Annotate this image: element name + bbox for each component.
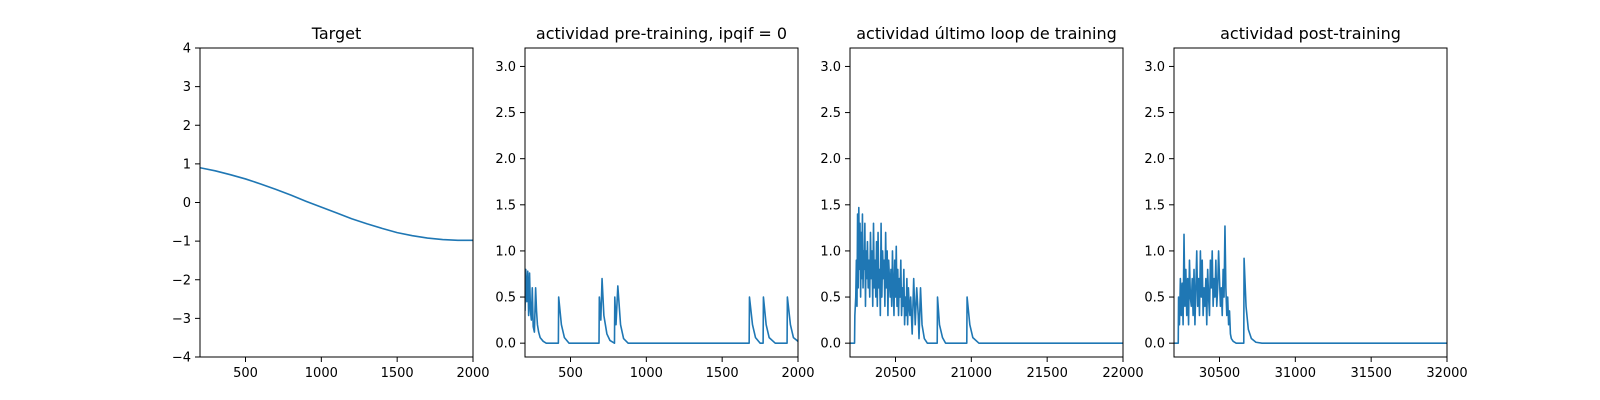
y-tick-label: 3.0 (495, 60, 516, 75)
y-tick-label: 2.0 (1144, 152, 1165, 167)
x-tick-label: 21000 (951, 366, 992, 381)
subplot-2: 500 1000 1500 2000 0.0 0.5 1.0 1.5 2.0 2.5 3.0 acti… (495, 24, 814, 381)
x-tick-label: 2000 (781, 366, 814, 381)
y-tick-label: 1 (183, 157, 191, 172)
series-line-4-1 (1174, 225, 1447, 344)
subplot-title: Target (311, 24, 362, 43)
series-line-1-1 (200, 166, 473, 242)
x-tick-label: 22000 (1102, 366, 1143, 381)
y-tick-label: 3.0 (1144, 60, 1165, 75)
subplot-4: 30500 31000 31500 32000 0.0 0.5 1.0 1.5 2.0 2.5 3.… (1144, 24, 1467, 381)
y-tick-label: 0 (183, 196, 191, 211)
x-tick-label: 21500 (1026, 366, 1067, 381)
y-tick-label: 0.0 (495, 337, 516, 352)
y-tick-label: 2.0 (495, 152, 516, 167)
y-tick-label: −1 (172, 235, 191, 250)
y-tick-label: −3 (172, 312, 191, 327)
y-tick-label: 1.5 (495, 198, 516, 213)
y-tick-label: 4 (183, 42, 191, 57)
x-tick-label: 30500 (1199, 366, 1240, 381)
y-tick-label: 2.5 (495, 106, 516, 121)
subplot-1: 500 1000 1500 2000 −4 −3 −2 −1 0 1 2 3 4 Target (172, 24, 490, 381)
y-tick-label: 0.0 (1144, 337, 1165, 352)
series-line-2-1 (525, 268, 798, 344)
subplot-title: actividad post-training (1220, 24, 1401, 43)
y-tick-label: 3.0 (820, 60, 841, 75)
subplot-title: actividad pre-training, ipqif = 0 (536, 24, 787, 43)
y-tick-label: 0.5 (820, 291, 841, 306)
subplot-3: 20500 21000 21500 22000 0.0 0.5 1.0 1.5 2.0 2.5 3.… (820, 24, 1143, 381)
x-tick-label: 2000 (456, 366, 489, 381)
axes-frame (849, 47, 1124, 358)
y-tick-label: 1.0 (495, 244, 516, 259)
x-tick-label: 32000 (1426, 366, 1467, 381)
subplot-title: actividad último loop de training (856, 24, 1117, 43)
x-tick-label: 500 (233, 366, 258, 381)
y-tick-label: 3 (183, 80, 191, 95)
axes-frame (1173, 47, 1448, 358)
y-tick-label: −2 (172, 273, 191, 288)
x-tick-label: 500 (558, 366, 583, 381)
x-tick-label: 31000 (1275, 366, 1316, 381)
y-tick-label: 1.0 (820, 244, 841, 259)
x-tick-label: 31500 (1350, 366, 1391, 381)
x-tick-label: 1000 (305, 366, 338, 381)
x-tick-label: 1000 (630, 366, 663, 381)
y-tick-label: 1.5 (820, 198, 841, 213)
subplots: 500 1000 1500 2000 −4 −3 −2 −1 0 1 2 3 4 Target 500 100… (172, 24, 1468, 381)
y-tick-label: 0.5 (1144, 291, 1165, 306)
y-tick-label: 1.0 (1144, 244, 1165, 259)
y-tick-label: 0.0 (820, 337, 841, 352)
x-tick-label: 20500 (875, 366, 916, 381)
x-tick-label: 1500 (381, 366, 414, 381)
y-tick-label: 2 (183, 119, 191, 134)
series-line-3-1 (850, 206, 1123, 344)
x-tick-label: 1500 (706, 366, 739, 381)
y-tick-label: 1.5 (1144, 198, 1165, 213)
y-tick-label: 2.0 (820, 152, 841, 167)
y-tick-label: −4 (172, 351, 191, 366)
axes-frame (524, 47, 799, 358)
y-tick-label: 2.5 (820, 106, 841, 121)
y-tick-label: 0.5 (495, 291, 516, 306)
y-tick-label: 2.5 (1144, 106, 1165, 121)
